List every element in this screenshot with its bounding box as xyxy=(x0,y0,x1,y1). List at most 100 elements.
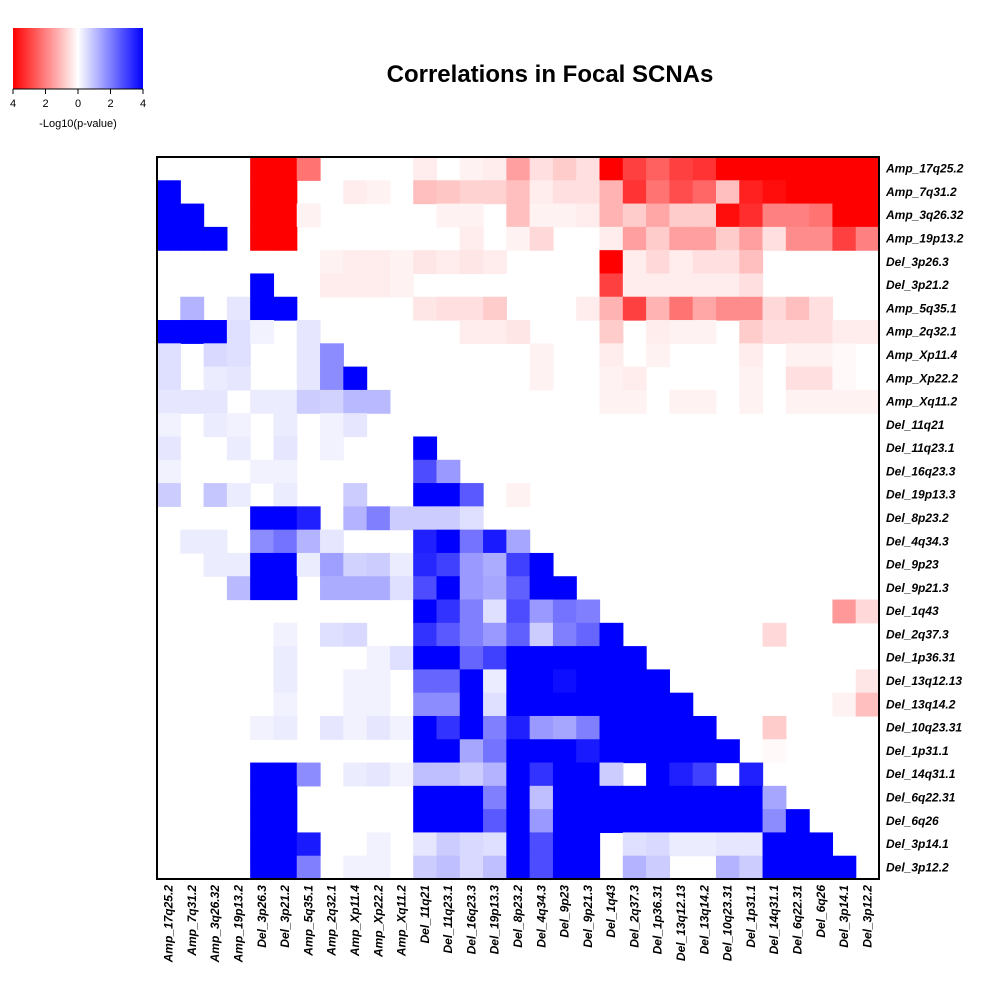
heatmap-cell-upper xyxy=(552,157,577,181)
heatmap-cell-lower xyxy=(320,343,344,368)
heatmap-cell-upper xyxy=(832,157,857,181)
heatmap-cell-lower xyxy=(506,809,531,834)
column-label: Del_6q26 xyxy=(814,885,828,938)
heatmap-cell-lower xyxy=(669,762,694,787)
heatmap-cell-upper xyxy=(436,250,461,275)
heatmap-cell-lower xyxy=(273,436,298,461)
heatmap-cell-lower xyxy=(343,715,368,740)
heatmap-cell-lower xyxy=(296,389,321,414)
heatmap-cell-lower xyxy=(646,669,670,694)
heatmap-cell-lower xyxy=(180,320,205,344)
heatmap-cell-upper xyxy=(413,250,438,275)
heatmap-cell-upper xyxy=(250,203,275,228)
heatmap-cell-lower xyxy=(389,576,414,601)
column-label: Amp_17q25.2 xyxy=(162,885,176,964)
heatmap-cell-lower xyxy=(436,739,461,764)
heatmap-cell-lower xyxy=(576,739,601,764)
heatmap-cell-upper xyxy=(250,226,275,251)
heatmap-cell-upper xyxy=(739,180,764,205)
heatmap-cell-upper xyxy=(762,320,787,344)
heatmap-cell-upper xyxy=(715,296,740,321)
heatmap-cell-upper xyxy=(739,273,764,298)
heatmap-cell-lower xyxy=(529,809,554,834)
heatmap-cell-lower xyxy=(157,203,181,228)
row-label: Del_1q43 xyxy=(886,604,939,618)
heatmap-cell-upper xyxy=(809,180,834,205)
heatmap-cell-lower xyxy=(273,832,298,857)
heatmap-cell-lower xyxy=(715,785,740,810)
heatmap-cell-upper xyxy=(622,273,647,298)
heatmap-cell-lower xyxy=(273,622,298,647)
heatmap-cell-upper xyxy=(832,226,857,251)
row-label: Amp_2q32.1 xyxy=(885,325,957,339)
heatmap-cell-upper xyxy=(669,157,694,181)
heatmap-cell-lower xyxy=(343,576,368,601)
heatmap-cell-lower xyxy=(436,715,461,740)
heatmap-cell-lower xyxy=(180,389,205,414)
heatmap-cell-lower xyxy=(483,715,507,740)
row-label: Amp_Xp22.2 xyxy=(885,371,958,385)
heatmap-cell-upper xyxy=(762,739,787,764)
heatmap-cell-lower xyxy=(180,226,205,251)
heatmap-cell-lower xyxy=(622,785,647,810)
heatmap-cell-lower xyxy=(413,599,438,624)
row-label: Del_11q21 xyxy=(886,418,945,432)
heatmap-cell-upper xyxy=(599,250,624,275)
row-label: Del_4q34.3 xyxy=(886,534,949,548)
heatmap-cell-lower xyxy=(529,576,554,601)
heatmap-cell-upper xyxy=(622,389,647,414)
heatmap-cell-lower xyxy=(366,715,391,740)
column-label: Del_11q23.1 xyxy=(441,885,455,954)
heatmap-cell-lower xyxy=(552,739,577,764)
row-label: Del_8p23.2 xyxy=(886,511,949,525)
heatmap-cell-lower xyxy=(273,576,298,601)
row-label: Amp_3q26.32 xyxy=(885,208,964,222)
heatmap-cell-lower xyxy=(296,343,321,368)
row-label: Del_13q12.13 xyxy=(886,674,962,688)
heatmap-cell-upper xyxy=(622,226,647,251)
column-label: Del_3p26.3 xyxy=(255,885,269,948)
heatmap-cell-lower xyxy=(343,552,368,577)
column-label: Amp_3q26.32 xyxy=(208,885,222,964)
heatmap-cell-lower xyxy=(739,832,764,857)
heatmap-cell-upper xyxy=(506,320,531,344)
heatmap-cell-upper xyxy=(762,157,787,181)
heatmap-cell-upper xyxy=(715,250,740,275)
heatmap-cell-lower xyxy=(506,669,531,694)
column-labels: Amp_17q25.2 Amp_7q31.2 Amp_3q26.32 Amp_19p1… xyxy=(162,885,875,964)
heatmap-cell-upper xyxy=(506,157,531,181)
heatmap-cell-upper xyxy=(436,296,461,321)
heatmap-cell-lower xyxy=(529,855,554,880)
heatmap-cell-lower xyxy=(622,809,647,834)
heatmap-cell-lower xyxy=(273,552,298,577)
heatmap-cell-lower xyxy=(250,320,275,344)
heatmap-cell-lower xyxy=(669,692,694,717)
column-label: Del_14q31.1 xyxy=(767,885,781,955)
heatmap-cell-lower xyxy=(226,576,251,601)
heatmap-cell-lower xyxy=(203,389,228,414)
heatmap-cell-lower xyxy=(622,692,647,717)
heatmap-cell-lower xyxy=(576,855,601,880)
heatmap-cell-upper xyxy=(739,320,764,344)
heatmap-cell-lower xyxy=(576,715,601,740)
heatmap-cell-lower xyxy=(296,762,321,787)
column-label: Del_16q23.3 xyxy=(464,885,478,955)
heatmap-cell-lower xyxy=(459,785,484,810)
heatmap-cell-lower xyxy=(180,529,205,554)
heatmap-cell-upper xyxy=(715,157,740,181)
heatmap-cell-upper xyxy=(855,320,880,344)
heatmap-cell-lower xyxy=(413,622,438,647)
heatmap-cell-lower xyxy=(576,762,601,787)
heatmap-cell-lower xyxy=(599,739,624,764)
heatmap-cell-lower xyxy=(273,715,298,740)
heatmap-cell-lower xyxy=(320,622,344,647)
heatmap-cell-lower xyxy=(436,762,461,787)
heatmap-cell-upper xyxy=(832,692,857,717)
heatmap-cell-lower xyxy=(692,809,717,834)
heatmap-cell-lower xyxy=(459,855,484,880)
heatmap-cell-upper xyxy=(506,180,531,205)
heatmap-cell-upper xyxy=(506,203,531,228)
heatmap-cell-upper xyxy=(785,343,810,368)
row-label: Amp_17q25.2 xyxy=(885,162,964,176)
